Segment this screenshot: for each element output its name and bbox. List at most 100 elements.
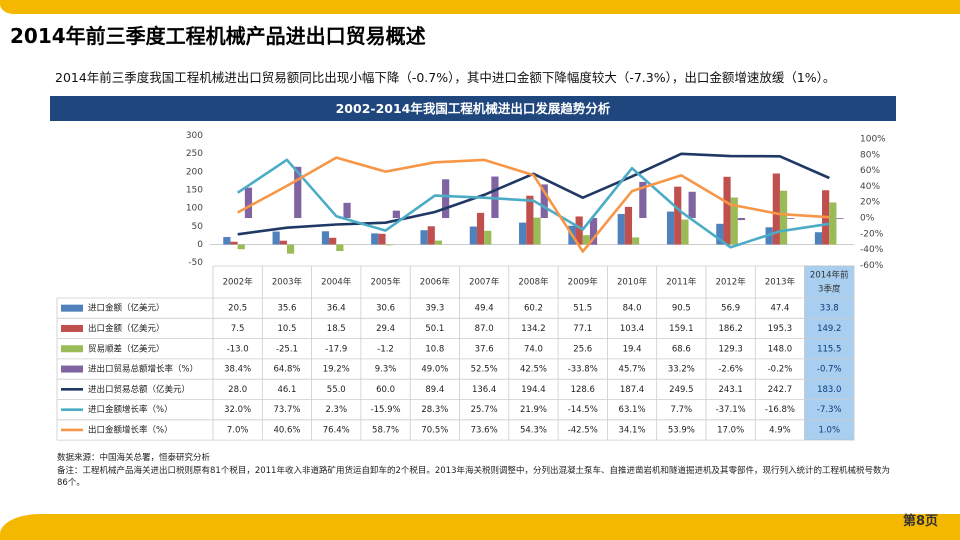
bar-mark	[779, 190, 788, 245]
bar-mark	[230, 241, 238, 245]
table-cell-value: 42.5%	[520, 365, 547, 375]
series-name: 进口金额增长率（%）	[88, 404, 173, 415]
y-right-tick-label: -20%	[860, 229, 884, 239]
legend-swatch	[61, 304, 83, 312]
table-cell-value: 242.7	[768, 385, 792, 395]
table-cell-value: 54.3%	[520, 425, 547, 435]
table-cell-value: -0.2%	[768, 365, 793, 375]
table-cell-value: 28.3%	[421, 405, 448, 415]
bar-mark	[484, 230, 492, 245]
table-cell-value: 64.8%	[273, 365, 300, 375]
table-cell-value: 243.1	[718, 385, 742, 395]
series-name: 进口金额（亿美元）	[88, 303, 165, 314]
y-left-tick-label: 150	[186, 185, 203, 195]
table-cell-value: 50.1	[425, 324, 444, 334]
table-cell-value: 7.7%	[671, 405, 693, 415]
bar-mark	[244, 187, 253, 218]
table-cell-value: 129.3	[718, 344, 742, 354]
y-left-tick-label: 300	[186, 131, 203, 141]
bar-mark	[469, 226, 477, 245]
table-cell-value: 19.4	[623, 344, 642, 354]
table-cell-value: 18.5	[327, 324, 346, 334]
bar-mark	[286, 244, 295, 254]
bar-mark	[674, 186, 682, 245]
bar-mark	[427, 226, 435, 245]
bar-mark	[723, 176, 731, 245]
category-label: 2012年	[716, 277, 747, 288]
category-label: 2013年	[765, 277, 796, 288]
series-line	[237, 156, 830, 253]
table-cell-value: 148.0	[768, 344, 792, 354]
table-cell-value: -7.3%	[817, 405, 842, 415]
table-cell-value: 74.0	[524, 344, 543, 354]
category-label: 2009年	[568, 277, 599, 288]
bar-mark	[519, 222, 527, 245]
y-left-tick-label: -50	[188, 258, 203, 268]
table-cell-value: 53.9%	[668, 425, 695, 435]
table-cell-value: 45.7%	[619, 365, 646, 375]
bar-mark	[575, 216, 583, 245]
table-cell-value: 186.2	[718, 324, 742, 334]
bar-mark	[632, 237, 640, 245]
y-right-tick-label: 40%	[860, 182, 880, 192]
table-cell-value: 183.0	[817, 385, 841, 395]
table-cell-value: 60.0	[376, 385, 395, 395]
bar-mark	[223, 237, 231, 245]
series-name: 进出口贸易总额（亿美元）	[88, 384, 190, 395]
bar-mark	[336, 244, 344, 252]
table-cell-value: 25.7%	[471, 405, 498, 415]
table-cell-value: -16.8%	[765, 405, 795, 415]
bar-mark	[329, 237, 337, 245]
table-cell-value: 17.0%	[717, 425, 744, 435]
table-cell-value: 103.4	[620, 324, 644, 334]
bar-mark	[540, 184, 548, 218]
series-name: 出口金额（亿美元）	[88, 323, 165, 334]
table-cell-value: 56.9	[721, 304, 740, 314]
table-cell-value: 134.2	[521, 324, 545, 334]
y-right-tick-label: 60%	[860, 166, 880, 176]
table-cell-value: 33.2%	[668, 365, 695, 375]
page-number: 第8页	[903, 514, 939, 529]
y-left-tick-label: 250	[186, 149, 203, 159]
bar-mark	[343, 202, 351, 218]
bar-mark	[533, 217, 541, 245]
table-cell-value: -37.1%	[716, 405, 746, 415]
table-cell-value: 55.0	[327, 385, 346, 395]
legend-swatch	[61, 365, 83, 373]
bar-mark	[688, 191, 696, 218]
bar-mark	[294, 166, 302, 218]
bar-mark	[814, 232, 823, 245]
table-cell-value: -0.7%	[817, 365, 842, 375]
highlight-column	[804, 265, 855, 441]
bar-mark	[617, 213, 625, 245]
table-cell-value: 36.4	[327, 304, 346, 314]
page-title: 2014年前三季度工程机械产品进出口贸易概述	[10, 24, 426, 48]
table-cell-value: 76.4%	[323, 425, 350, 435]
data-source: 数据来源：中国海关总署，恒泰研究分析	[57, 453, 211, 463]
table-cell-value: 20.5	[228, 304, 247, 314]
category-label: 2011年	[666, 277, 697, 288]
top-accent-band	[0, 0, 960, 14]
table-cell-value: 149.2	[817, 324, 841, 334]
bar-mark	[681, 219, 689, 245]
table-cell-value: -14.5%	[568, 405, 598, 415]
table-cell-value: 2.3%	[325, 405, 347, 415]
table-cell-value: 187.4	[620, 385, 644, 395]
category-label: 2008年	[518, 277, 549, 288]
table-cell-value: 21.9%	[520, 405, 547, 415]
y-left-tick-label: 0	[197, 240, 203, 250]
legend-swatch	[61, 324, 83, 332]
y-right-tick-label: 100%	[860, 135, 886, 145]
table-cell-value: 84.0	[623, 304, 642, 314]
bar-mark	[272, 231, 280, 245]
table-cell-value: -1.2	[377, 344, 394, 354]
bar-mark	[442, 179, 450, 218]
table-cell-value: 4.9%	[769, 425, 791, 435]
bar-mark	[589, 218, 598, 245]
bar-mark	[321, 231, 330, 245]
table-cell-value: 40.6%	[273, 425, 300, 435]
table-cell-value: 195.3	[768, 324, 792, 334]
category-label: 3季度	[818, 284, 841, 295]
table-cell-value: 52.5%	[471, 365, 498, 375]
y-left-tick-label: 200	[186, 167, 203, 177]
